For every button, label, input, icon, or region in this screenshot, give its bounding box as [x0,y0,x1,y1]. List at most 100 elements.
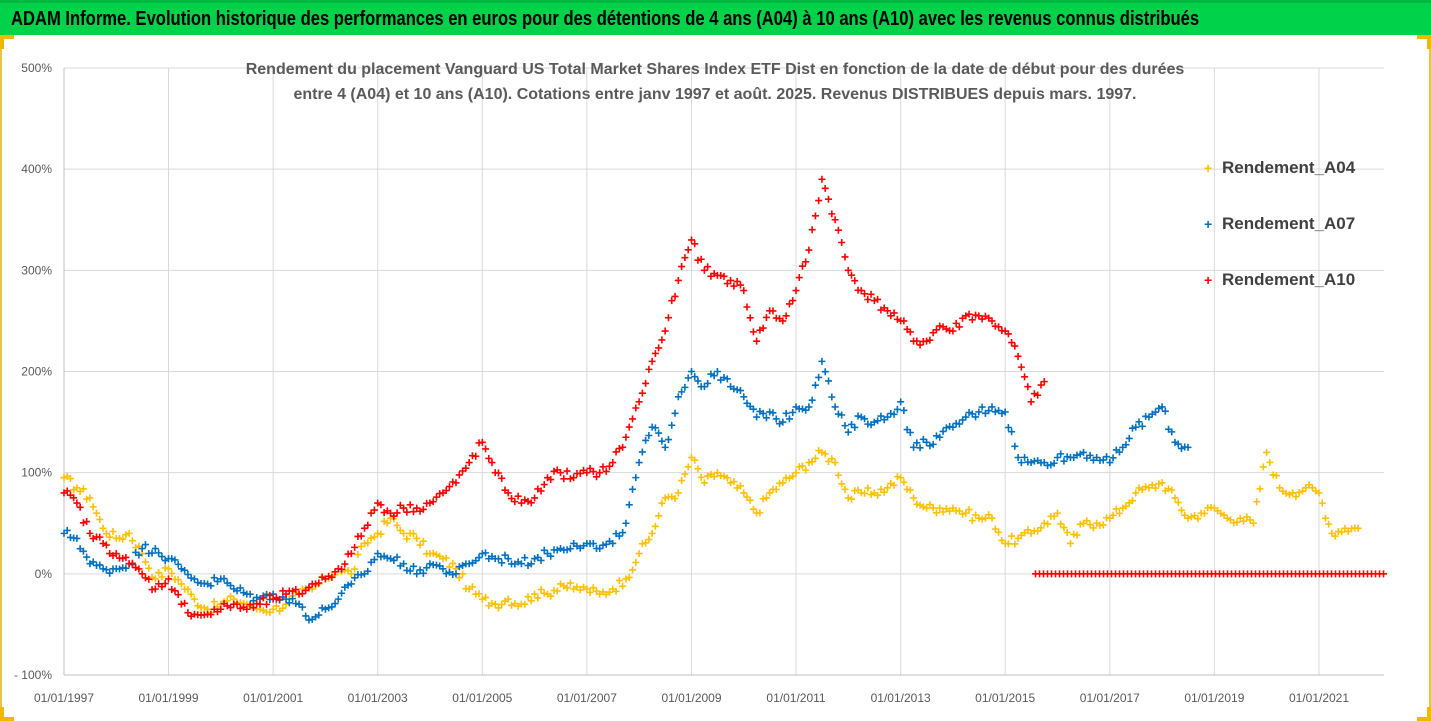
marker-rendement-a07 [524,561,532,569]
legend-label-a07: Rendement_A07 [1222,214,1356,233]
data-point-rendement-a04 [792,469,800,477]
data-point-rendement-a07 [688,368,696,375]
marker-rendement-a07 [537,556,545,564]
marker-rendement-a10 [606,462,614,470]
marker-rendement-a10 [733,277,741,285]
data-point-rendement-a10 [700,266,708,274]
marker-rendement-a10 [540,481,548,489]
marker-rendement-a10 [370,506,378,514]
marker-rendement-a10 [968,316,976,324]
marker-rendement-a04 [354,551,362,559]
marker-rendement-a07 [867,421,875,429]
marker-rendement-a04 [736,482,744,490]
marker-rendement-a07 [629,485,637,493]
marker-rendement-a07 [106,569,114,577]
marker-rendement-a07 [815,373,823,381]
marker-rendement-a07 [821,368,829,376]
marker-rendement-a07 [991,408,999,416]
marker-rendement-a10 [475,439,483,447]
marker-rendement-a10 [357,532,365,540]
marker-rendement-a07 [213,577,221,585]
data-point-rendement-a10 [361,524,369,532]
marker-rendement-a04 [606,588,614,596]
marker-rendement-a04 [377,530,385,538]
marker-rendement-a07 [1076,450,1084,458]
marker-rendement-a10 [1004,330,1012,338]
marker-rendement-a10 [521,496,529,504]
marker-rendement-a07 [1089,456,1097,464]
marker-rendement-a07 [396,562,404,570]
marker-rendement-a10 [874,295,882,303]
marker-rendement-a07 [998,409,1006,417]
marker-rendement-a04 [834,471,842,479]
marker-rendement-a07 [344,581,352,589]
marker-rendement-a04 [416,541,424,549]
marker-rendement-a07 [194,578,202,586]
data-point-rendement-a04 [897,474,905,482]
marker-rendement-a07 [527,560,535,568]
marker-rendement-a07 [351,574,359,582]
marker-rendement-a10 [132,564,140,572]
data-point-rendement-a04 [99,524,107,532]
legend-label-a04: Rendement_A04 [1222,158,1356,177]
chart-title-line-2: entre 4 (A04) et 10 ans (A10). Cotations… [293,86,1137,103]
marker-rendement-a10 [102,541,110,549]
chart-title-line-1: Rendement du placement Vanguard US Total… [245,61,1185,78]
data-point-rendement-a04 [413,534,421,542]
data-point-rendement-a10 [1027,398,1035,406]
data-point-rendement-a10 [73,499,81,507]
marker-rendement-a07 [1161,407,1169,415]
marker-rendement-a04 [158,573,166,581]
marker-rendement-a07 [1057,450,1065,458]
series-rendement-a07 [60,357,1192,624]
marker-rendement-a04 [534,594,542,602]
marker-rendement-a07 [547,552,555,560]
marker-rendement-a07 [939,427,947,435]
marker-rendement-a07 [638,448,646,456]
marker-rendement-a04 [383,519,391,527]
marker-rendement-a10 [746,314,754,322]
marker-rendement-a04 [749,505,757,513]
marker-rendement-a04 [815,447,823,455]
marker-rendement-a10 [1021,373,1029,381]
data-point-rendement-a04 [727,479,735,487]
marker-rendement-a07 [655,429,663,437]
marker-rendement-a04 [776,479,784,487]
marker-rendement-a07 [1103,453,1111,461]
marker-rendement-a04 [1073,531,1081,539]
marker-rendement-a10 [998,327,1006,335]
marker-rendement-a07 [161,557,169,565]
data-point-rendement-a07 [374,550,382,558]
marker-rendement-a10 [952,319,960,327]
marker-rendement-a07 [704,379,712,387]
marker-rendement-a07 [1135,418,1143,426]
marker-rendement-a10 [602,467,610,475]
marker-rendement-a07 [1004,424,1012,432]
marker-rendement-a07 [1125,434,1133,442]
marker-rendement-a04 [821,450,829,458]
marker-rendement-a07 [475,554,483,562]
marker-rendement-a04 [1004,540,1012,548]
data-point-rendement-a04 [766,489,774,497]
data-point-rendement-a07 [190,575,198,583]
marker-rendement-a04 [1308,484,1316,492]
marker-rendement-a04 [432,551,440,559]
marker-rendement-a10 [161,580,169,588]
marker-rendement-a10 [253,600,261,608]
marker-rendement-a10 [655,344,663,352]
marker-rendement-a10 [449,478,457,486]
data-point-rendement-a10 [753,337,761,345]
marker-rendement-a10 [926,336,934,344]
marker-rendement-a10 [63,487,71,495]
data-point-rendement-a04 [1276,484,1284,492]
marker-rendement-a04 [625,573,633,581]
data-point-rendement-a04 [661,494,669,502]
marker-rendement-a10 [808,226,816,234]
data-point-rendement-a10 [1014,352,1022,360]
marker-rendement-a04 [1266,458,1274,466]
data-point-rendement-a07 [426,560,434,568]
marker-rendement-a04 [929,504,937,512]
data-point-rendement-a07 [740,393,748,401]
marker-rendement-a04 [1116,509,1123,517]
marker-rendement-a07 [498,559,506,567]
